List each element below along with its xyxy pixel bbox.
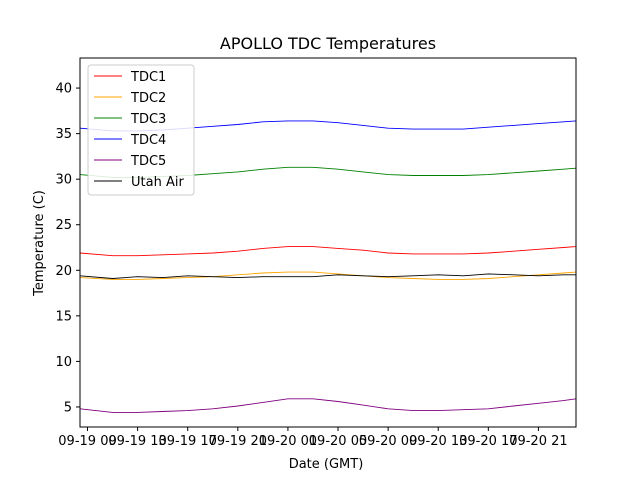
x-tick-label: 09-20 05	[309, 434, 367, 449]
y-axis-label: Temperature (C)	[32, 190, 47, 297]
x-tick-label: 09-19 21	[209, 434, 267, 449]
legend: TDC1 TDC2 TDC3 TDC4 TDC5 Utah Air	[87, 64, 195, 196]
x-axis-label: Date (GMT)	[289, 457, 364, 472]
series-line-utah-air	[79, 273, 576, 279]
x-tick-label: 09-20 09	[359, 434, 417, 449]
x-tick-label: 09-20 17	[459, 434, 517, 449]
chart-title: APOLLO TDC Temperatures	[220, 34, 436, 53]
x-tick-label: 09-20 01	[259, 434, 317, 449]
x-tick-label: 09-19 13	[108, 434, 166, 449]
y-tick-label: 30	[55, 173, 72, 188]
series-line-tdc5	[79, 398, 577, 413]
y-tick-label: 40	[55, 82, 72, 97]
x-tick-label: 09-19 09	[58, 434, 116, 449]
x-tick-label: 09-19 17	[158, 434, 216, 449]
y-tick-label: 15	[55, 309, 72, 324]
legend-label-utah-air: Utah Air	[131, 175, 184, 190]
plot-frame	[79, 57, 577, 428]
legend-label-tdc4: TDC4	[130, 133, 166, 148]
y-tick-label: 10	[55, 355, 72, 370]
y-tick-label: 25	[55, 218, 72, 233]
y-axis: 5 10 15 20 25 30 35 40	[55, 82, 80, 415]
x-tick-label: 09-20 13	[409, 434, 467, 449]
legend-label-tdc5: TDC5	[130, 154, 166, 169]
series-line-tdc1	[79, 246, 577, 257]
x-tick-label: 09-20 21	[509, 434, 567, 449]
legend-label-tdc3: TDC3	[130, 112, 166, 127]
legend-label-tdc1: TDC1	[130, 70, 166, 85]
legend-label-tdc2: TDC2	[130, 91, 166, 106]
series-line-tdc2	[79, 271, 577, 280]
y-tick-label: 35	[55, 127, 72, 142]
y-tick-label: 5	[64, 400, 72, 415]
y-tick-label: 20	[55, 264, 72, 279]
